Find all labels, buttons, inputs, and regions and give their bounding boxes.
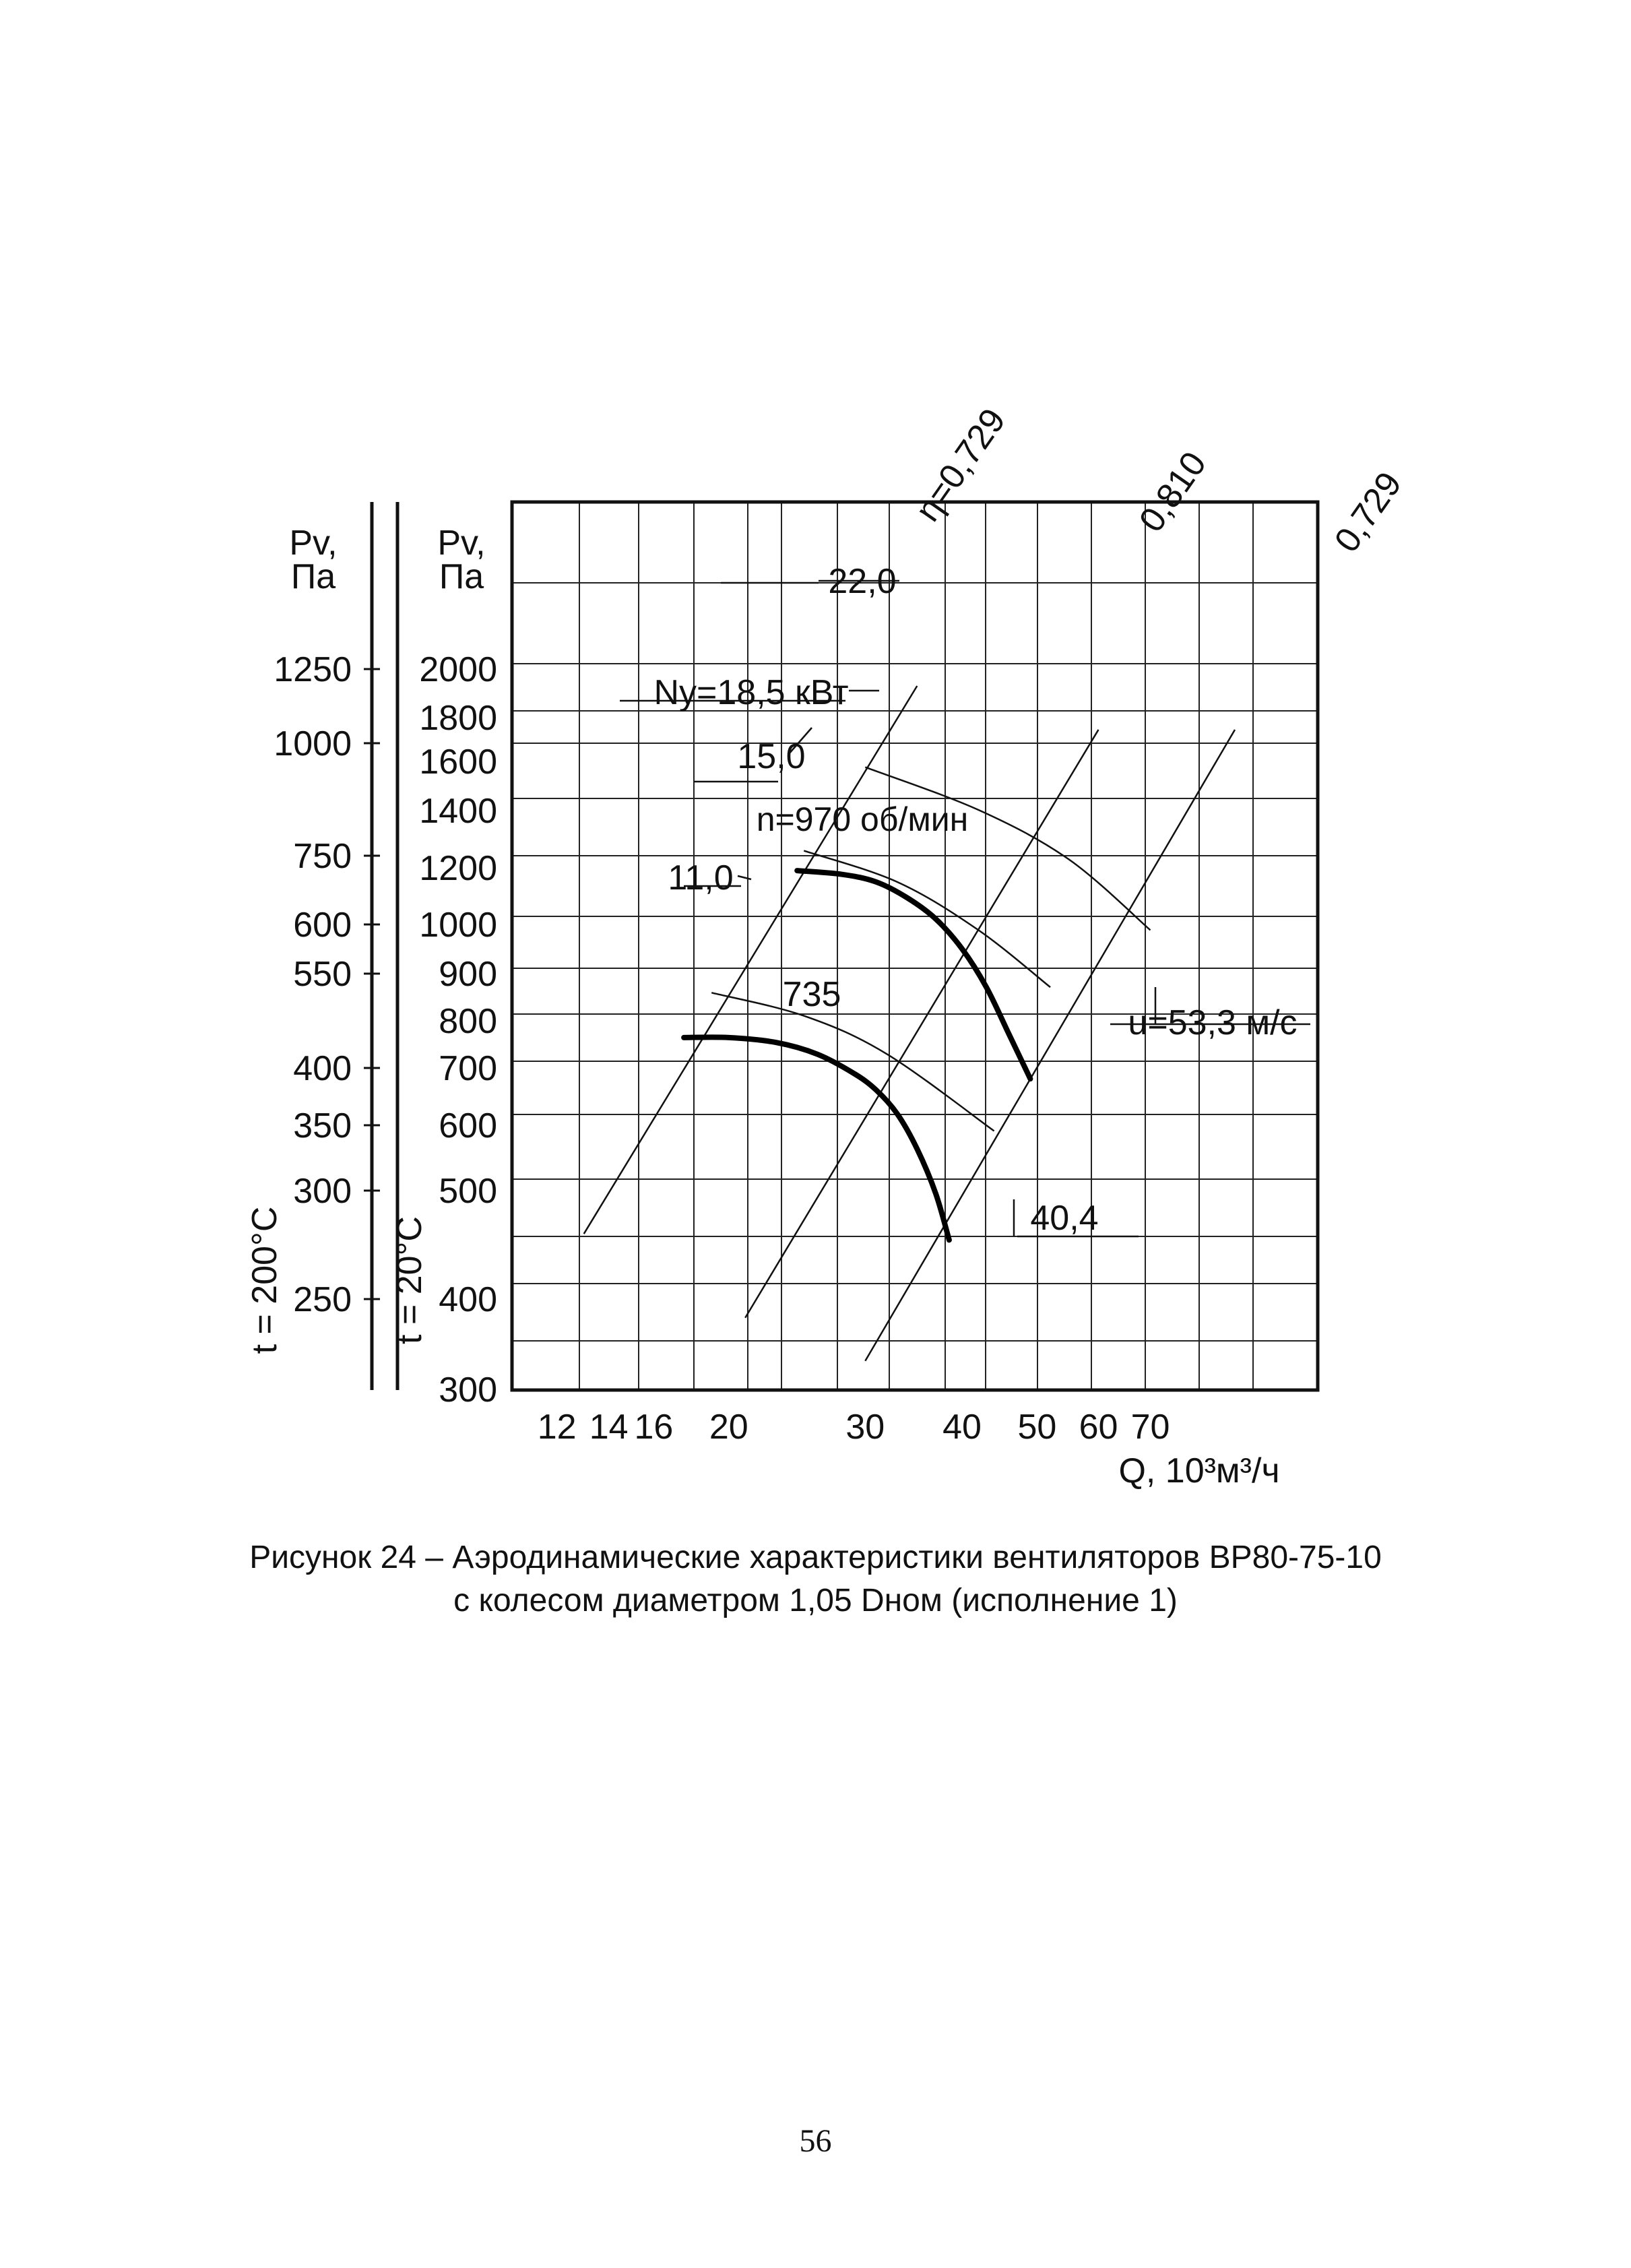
page-number: 56 xyxy=(799,2123,832,2159)
y200-tick-1250: 1250 xyxy=(274,650,352,689)
y200-tick-300: 300 xyxy=(293,1172,352,1211)
efficiency-lines xyxy=(583,685,1236,1362)
caption-line-2: с колесом диаметром 1,05 Dном (исполнени… xyxy=(453,1583,1178,1618)
annotation-7: u=53,3 м/с xyxy=(1128,1003,1297,1042)
x-tick-30: 30 xyxy=(845,1408,885,1447)
series xyxy=(681,868,1033,1243)
y200-unit: Па xyxy=(291,557,335,596)
x-tick-50: 50 xyxy=(1018,1408,1057,1447)
power-curve-22,0 xyxy=(864,766,1151,931)
annotation-1: Ny=18,5 кВт xyxy=(653,673,848,712)
efficiency-label-2: 0,810 xyxy=(1132,445,1214,539)
efficiency-label-3: 0,729 xyxy=(1327,465,1409,559)
x-tick-60: 60 xyxy=(1079,1408,1118,1447)
y200-tick-550: 550 xyxy=(293,955,352,994)
y20-unit: Па xyxy=(439,557,484,596)
x-tick-40: 40 xyxy=(942,1408,982,1447)
x-axis-label: Q, 10³м³/ч xyxy=(1118,1451,1279,1490)
y20-tick-2000: 2000 xyxy=(419,650,497,689)
y20-condition: t = 20°C xyxy=(390,1216,429,1344)
x-tick-70: 70 xyxy=(1131,1408,1170,1447)
power-curves xyxy=(711,766,1151,1132)
efficiency-line-2 xyxy=(744,729,1099,1319)
series-line-1 xyxy=(794,868,1033,1082)
efficiency-line-3 xyxy=(864,729,1236,1362)
y20-tick-400: 400 xyxy=(439,1280,497,1319)
y200-tick-1000: 1000 xyxy=(274,724,352,763)
y200-label: Pv, xyxy=(289,524,337,563)
y20-tick-1800: 1800 xyxy=(419,699,497,738)
y200-tick-250: 250 xyxy=(293,1280,352,1319)
series-line-2 xyxy=(681,1034,952,1243)
y200-tick-750: 750 xyxy=(293,837,352,876)
y20-label: Pv, xyxy=(437,524,485,563)
x-tick-16: 16 xyxy=(634,1408,673,1447)
annotation-4: n=970 об/мин xyxy=(757,800,969,838)
x-tick-20: 20 xyxy=(709,1408,748,1447)
y20-tick-900: 900 xyxy=(439,955,497,994)
annotation-2: 22,0 xyxy=(828,562,896,601)
y20-tick-1000: 1000 xyxy=(419,906,497,945)
caption-line-1: Рисунок 24 – Аэродинамические характерис… xyxy=(249,1540,1382,1575)
y20-tick-800: 800 xyxy=(439,1002,497,1041)
left-axes xyxy=(364,502,399,1390)
annotation-5: 11,0 xyxy=(668,858,733,897)
y20-tick-500: 500 xyxy=(439,1172,497,1211)
efficiency-line-1 xyxy=(583,685,918,1234)
leader-line-5 xyxy=(788,727,812,755)
efficiency-label-1: η=0,729 xyxy=(908,402,1013,528)
labels: 12 14 16 20 30 40 50 60 70 Q, 10³м³/ч 2000 1800 1600… xyxy=(245,402,1409,1490)
x-tick-14: 14 xyxy=(589,1408,629,1447)
annotation-leaders xyxy=(620,579,1310,1238)
power-curve-15,0 xyxy=(803,850,1051,988)
y20-tick-1600: 1600 xyxy=(419,743,497,782)
figure-caption: Рисунок 24 – Аэродинамические характерис… xyxy=(0,1536,1631,1623)
y20-tick-1200: 1200 xyxy=(419,849,497,888)
y200-condition: t = 200°C xyxy=(245,1207,284,1354)
plot-frame xyxy=(510,500,1320,1392)
grid xyxy=(512,502,1318,1390)
y20-tick-700: 700 xyxy=(439,1049,497,1088)
y200-tick-600: 600 xyxy=(293,906,352,945)
y20-tick-600: 600 xyxy=(439,1106,497,1145)
power-curve-11,0 xyxy=(711,992,995,1132)
y200-tick-400: 400 xyxy=(293,1049,352,1088)
y20-tick-1400: 1400 xyxy=(419,792,497,831)
y200-tick-350: 350 xyxy=(293,1106,352,1145)
annotation-8: 40,4 xyxy=(1030,1199,1098,1238)
annotation-6: 735 xyxy=(783,975,841,1014)
leader-line-7 xyxy=(737,875,752,881)
x-tick-12: 12 xyxy=(538,1408,577,1447)
y20-tick-300: 300 xyxy=(439,1371,497,1410)
annotation-3: 15,0 xyxy=(737,737,805,776)
